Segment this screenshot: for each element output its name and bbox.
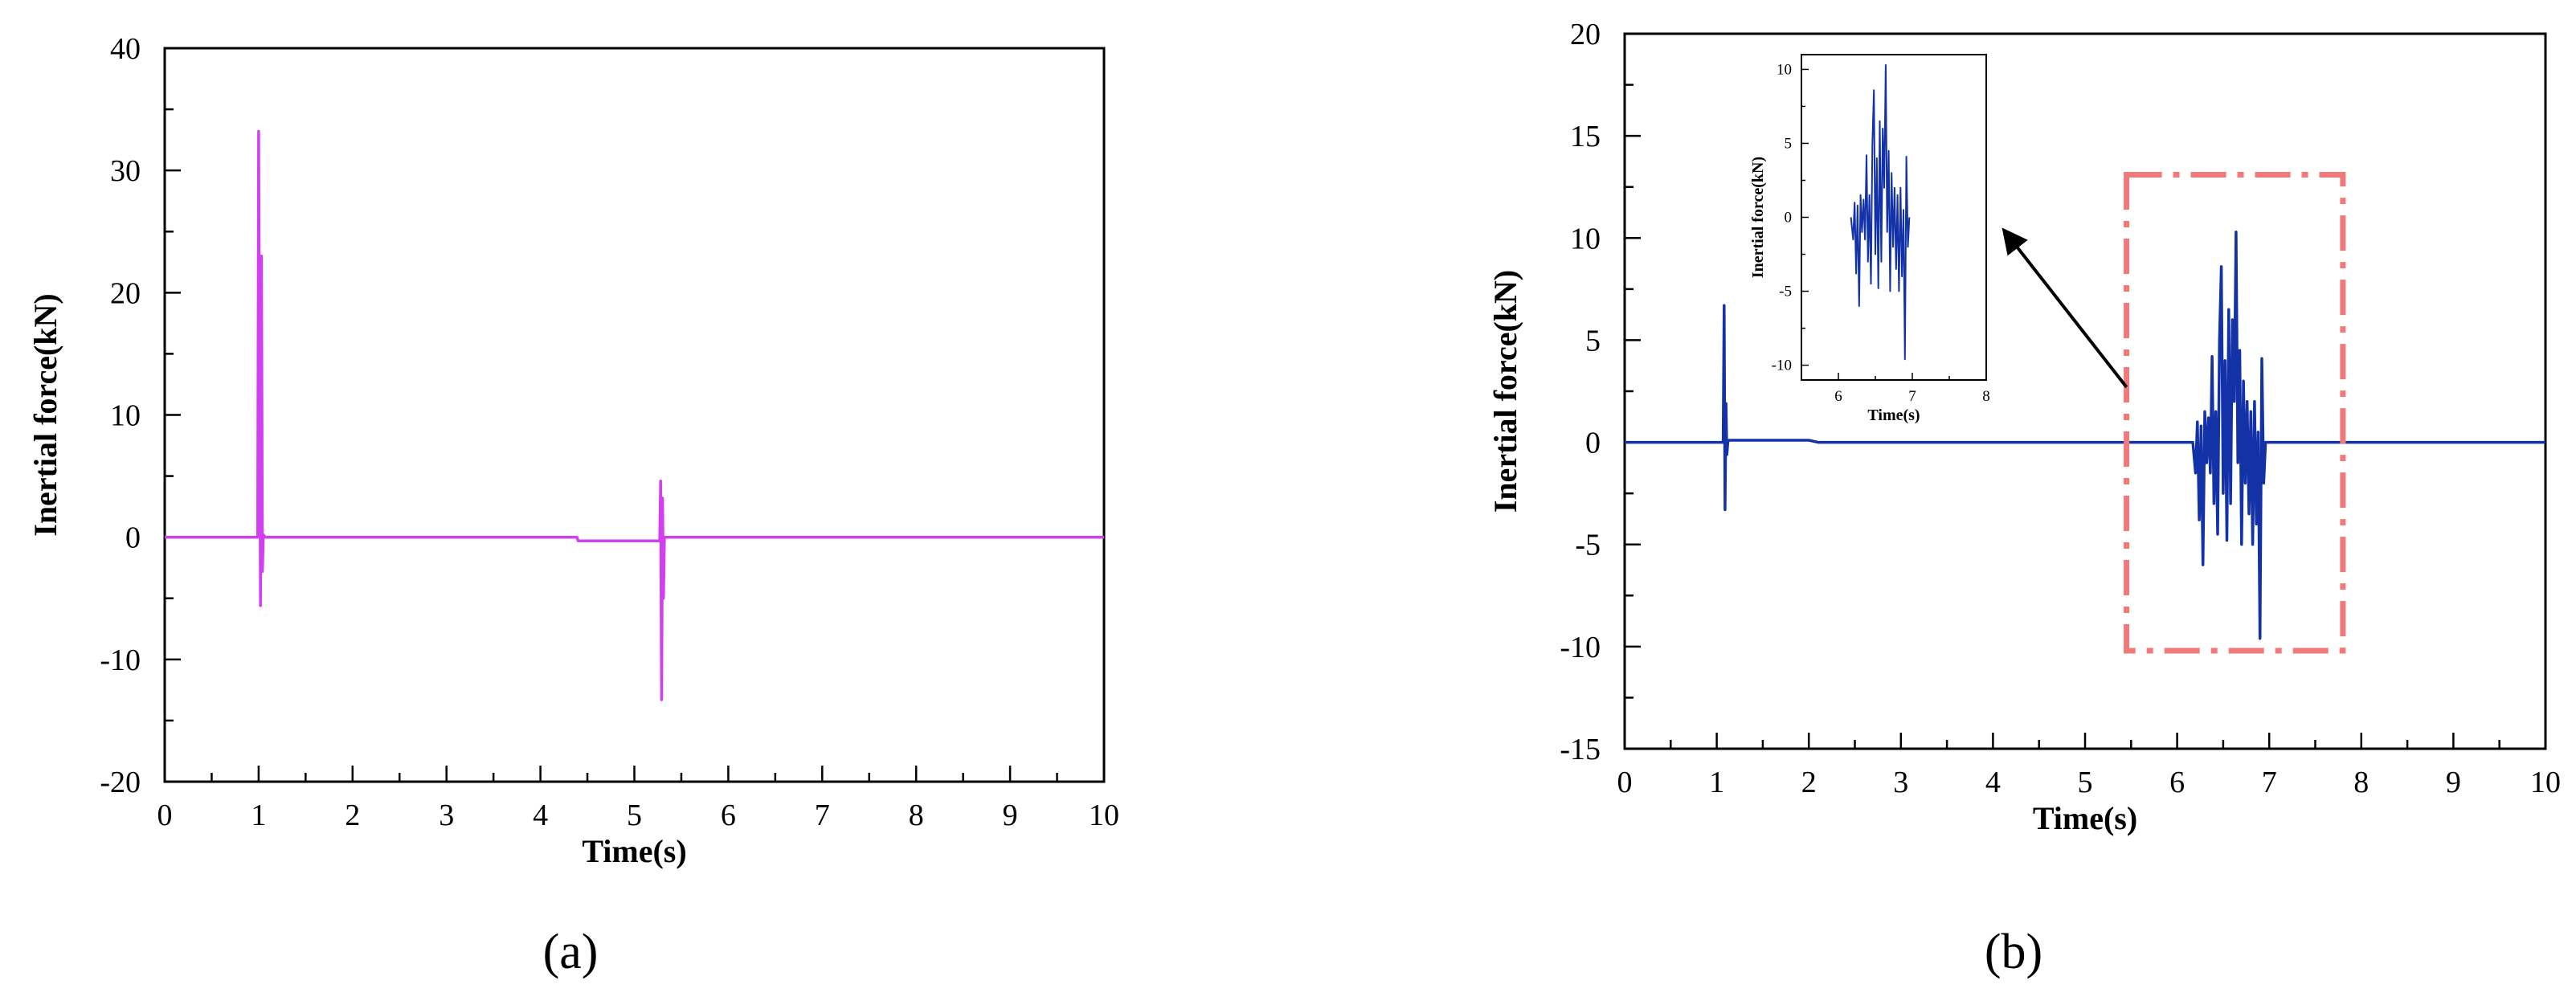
b-inset-chart: 6 7 8 -10 -5 0 5 10 Time(s) Inertial force(kN) bbox=[1749, 54, 1990, 424]
a-x-tick-label: 3 bbox=[439, 799, 454, 832]
b-x-tick-label: 5 bbox=[2078, 766, 2093, 799]
a-y-axis-title: Inertial force(kN) bbox=[27, 293, 63, 537]
b-x-tick-label: 6 bbox=[2169, 766, 2185, 799]
a-x-tick-label: 6 bbox=[721, 799, 736, 832]
b-highlight-box bbox=[2124, 171, 2346, 654]
a-y-tick-label: -10 bbox=[100, 643, 141, 677]
a-x-tick-label: 9 bbox=[1003, 799, 1018, 832]
inset-y-tick-label: 10 bbox=[1777, 61, 1792, 78]
inset-y-tick-label: 0 bbox=[1785, 210, 1793, 227]
a-plot-frame bbox=[163, 47, 1106, 783]
b-y-tick-label: 5 bbox=[1585, 324, 1601, 357]
b-x-tick-label: 7 bbox=[2262, 766, 2277, 799]
b-x-tick-label: 1 bbox=[1709, 766, 1724, 799]
b-y-tick-label: 0 bbox=[1585, 427, 1601, 460]
b-force-series-line bbox=[1625, 230, 2545, 640]
a-y-tick-label: 0 bbox=[125, 521, 141, 555]
a-x-tick-label: 0 bbox=[157, 799, 173, 832]
a-y-tick-label: 40 bbox=[110, 32, 141, 66]
b-y-tick-label: 15 bbox=[1570, 120, 1601, 153]
inset-force-series-line bbox=[1850, 63, 1911, 361]
a-x-tick-label: 1 bbox=[251, 799, 266, 832]
b-x-tick-label: 0 bbox=[1617, 766, 1633, 799]
inset-x-tick-label: 6 bbox=[1834, 388, 1842, 405]
a-y-tick-label: 20 bbox=[110, 276, 141, 310]
b-x-tick-label: 9 bbox=[2446, 766, 2461, 799]
chart-panel-b: 0 1 2 3 4 5 6 7 8 9 10 -15 -10 -5 0 5 10 15 20 Time(s) Inert… bbox=[1487, 18, 2561, 836]
inset-x-tick-label: 8 bbox=[1982, 388, 1990, 405]
inset-x-axis-title: Time(s) bbox=[1867, 406, 1920, 424]
a-y-tick-label: -20 bbox=[100, 766, 141, 799]
b-y-axis-title: Inertial force(kN) bbox=[1487, 270, 1523, 513]
b-plot-frame bbox=[1623, 32, 2547, 750]
b-y-tick-label: -15 bbox=[1560, 733, 1601, 766]
a-x-tick-label: 10 bbox=[1089, 799, 1119, 832]
inset-y-tick-label: -5 bbox=[1779, 284, 1792, 300]
a-x-tick-label: 5 bbox=[627, 799, 642, 832]
panel-b-caption: (b) bbox=[1985, 925, 2042, 979]
inset-y-axis-title: Inertial force(kN) bbox=[1749, 157, 1767, 278]
b-x-tick-label: 4 bbox=[1985, 766, 2001, 799]
b-y-tick-label: 20 bbox=[1570, 18, 1601, 51]
chart-panel-a: 0 1 2 3 4 5 6 7 8 9 10 -20 -10 0 10 20 30 40 Time(s) Inerti… bbox=[27, 32, 1119, 869]
b-y-tick-label: -5 bbox=[1575, 529, 1601, 562]
b-y-tick-label: -10 bbox=[1560, 631, 1601, 664]
a-x-tick-label: 2 bbox=[345, 799, 360, 832]
a-x-tick-label: 8 bbox=[909, 799, 924, 832]
panel-a-caption: (a) bbox=[543, 925, 599, 979]
b-x-tick-label: 2 bbox=[1801, 766, 1817, 799]
b-x-axis-title: Time(s) bbox=[2033, 800, 2137, 836]
a-x-tick-label: 7 bbox=[815, 799, 830, 832]
a-y-tick-label: 10 bbox=[110, 399, 141, 433]
inset-x-tick-label: 7 bbox=[1908, 388, 1916, 405]
a-force-series-line bbox=[165, 129, 1104, 701]
inset-y-tick-label: -10 bbox=[1772, 357, 1792, 374]
a-x-axis-title: Time(s) bbox=[582, 833, 686, 869]
b-inset-arrow bbox=[2002, 227, 2128, 389]
a-x-tick-label: 4 bbox=[533, 799, 548, 832]
inset-y-tick-label: 5 bbox=[1785, 135, 1793, 152]
b-y-tick-label: 10 bbox=[1570, 222, 1601, 255]
b-x-tick-label: 8 bbox=[2353, 766, 2369, 799]
b-x-tick-label: 3 bbox=[1893, 766, 1908, 799]
b-x-tick-label: 10 bbox=[2530, 766, 2561, 799]
a-y-tick-label: 30 bbox=[110, 154, 141, 188]
